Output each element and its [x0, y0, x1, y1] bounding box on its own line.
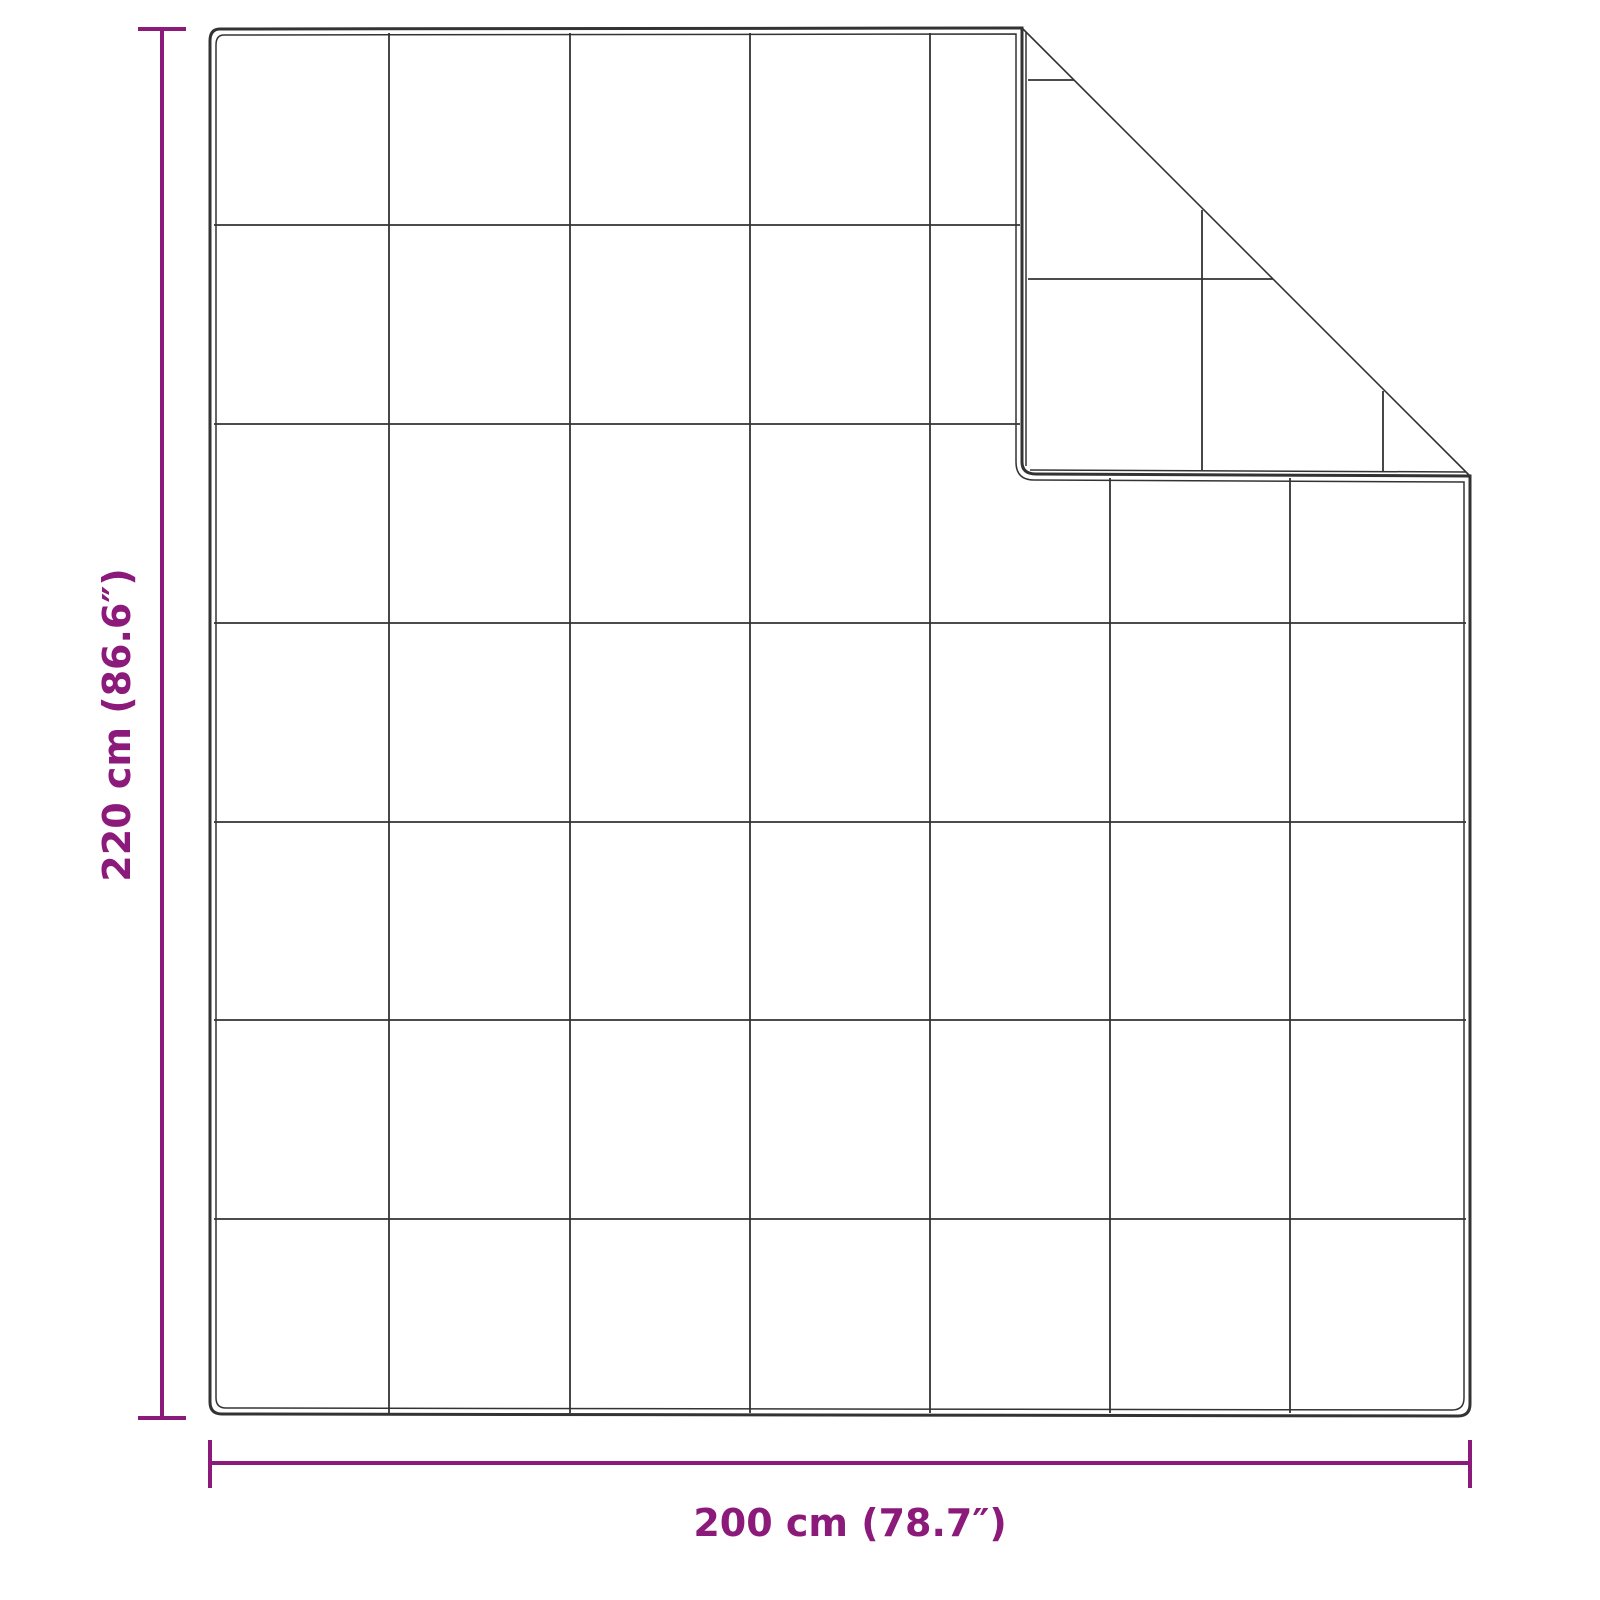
quilt-grid — [214, 33, 1466, 1413]
height-dimension — [138, 27, 186, 1420]
blanket-drawing — [208, 26, 1472, 1418]
fold-seam-bottom — [1029, 469, 1467, 473]
width-dimension — [208, 1440, 1472, 1488]
fold-edge — [1021, 27, 1471, 477]
blanket-outline-inner — [215, 33, 1465, 1411]
fold-grid — [1028, 79, 1384, 471]
width-label: 200 cm (78.7″) — [693, 1501, 1006, 1545]
height-label: 220 cm (86.6″) — [95, 568, 139, 881]
blanket-outline — [208, 26, 1472, 1418]
